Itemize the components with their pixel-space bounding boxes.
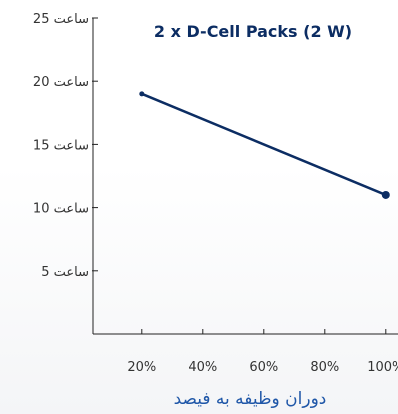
y-tick-label: 10 ساعت [33, 202, 89, 217]
y-axis-ticks: 5 ساعت 10 ساعت 15 ساعت 20 ساعت 25 ساعت [33, 12, 98, 280]
x-axis-ticks: 20% 40% 60% 80% 100% [127, 329, 398, 375]
y-tick-label: 20 ساعت [33, 75, 89, 90]
x-tick-label: 100% [367, 360, 398, 375]
x-tick-label: 20% [127, 360, 156, 375]
x-tick-label: 40% [188, 360, 217, 375]
data-point [139, 91, 145, 97]
y-tick-label: 5 ساعت [41, 265, 89, 280]
series-line [141, 92, 387, 197]
y-tick-label: 25 ساعت [33, 12, 89, 27]
data-point [381, 190, 390, 199]
x-tick-label: 60% [249, 360, 278, 375]
series-group [139, 91, 390, 199]
x-tick-label: 80% [310, 360, 339, 375]
x-axis-title: دوران وظیفه به فیصد [174, 389, 327, 409]
chart-title: 2 x D-Cell Packs (2 W) [154, 22, 352, 41]
y-tick-label: 15 ساعت [33, 138, 89, 153]
